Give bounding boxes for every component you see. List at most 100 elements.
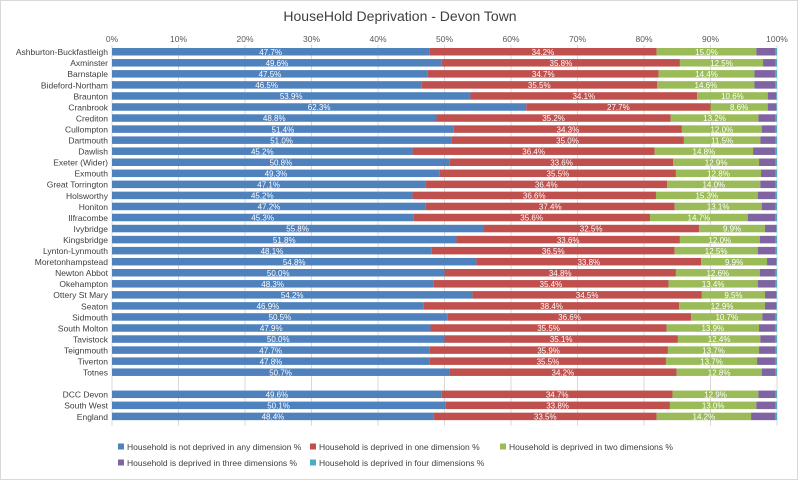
data-label: 12.4% (708, 335, 731, 344)
data-label: 49.6% (266, 59, 289, 68)
category-label: Tavistock (73, 334, 109, 344)
bar-segment (775, 235, 777, 244)
bar-row: 45.2% 36.6% 15.3% (112, 192, 777, 201)
bar-segment (767, 92, 777, 100)
bar-segment (776, 257, 777, 266)
category-label: Axminster (70, 58, 108, 68)
bar-segment (776, 302, 777, 310)
bar-row: 47.9% 35.5% 13.9% (112, 324, 777, 333)
data-label: 48.3% (261, 280, 284, 289)
bar-segment (444, 269, 676, 277)
x-tick-label: 70% (569, 34, 586, 44)
bar-segment (449, 158, 674, 166)
bar-segment (112, 401, 446, 410)
bar-segment (679, 235, 760, 244)
bar-segment (483, 224, 700, 233)
category-label: Ottery St Mary (53, 290, 109, 300)
data-label: 51.0% (270, 136, 293, 145)
data-label: 12.6% (706, 269, 729, 278)
bar-segment (657, 81, 755, 89)
bar-row: 46.5% 35.5% 14.6% (112, 81, 777, 90)
bar-segment (112, 368, 450, 376)
category-label: Braunton (74, 91, 109, 101)
bar-segment (112, 235, 457, 244)
legend-label: Household is deprived in two dimensions … (509, 442, 673, 452)
bar-segment (701, 291, 766, 299)
data-label: 36.4% (535, 181, 558, 190)
bar-segment (751, 412, 776, 421)
bar-segment (775, 412, 777, 421)
bar-segment (667, 180, 761, 189)
bar-segment (776, 103, 777, 111)
bar-segment (775, 368, 777, 376)
bar-row: 47.7% 34.2% 15.0% (112, 48, 777, 57)
data-label: 49.6% (266, 390, 289, 399)
category-label: Exeter (Wider) (53, 158, 108, 168)
bar-segment (656, 412, 752, 421)
bar-segment (413, 213, 650, 222)
bar-segment (757, 280, 776, 288)
bar-segment (453, 125, 682, 133)
data-label: 54.8% (283, 258, 306, 267)
bar-segment (747, 213, 776, 222)
category-label: Great Torrington (47, 180, 109, 190)
bar-segment (775, 191, 777, 200)
legend-swatch (310, 459, 316, 466)
data-label: 34.8% (549, 269, 572, 278)
bar-segment (655, 191, 758, 200)
bar-segment (775, 324, 777, 332)
bar-segment (673, 158, 760, 166)
bar-segment (668, 280, 758, 288)
bar-segment (776, 291, 777, 299)
bar-segment (112, 257, 477, 266)
data-label: 14.0% (702, 181, 725, 190)
bar-segment (754, 81, 776, 89)
data-label: 35.5% (537, 357, 560, 366)
bar-segment (112, 357, 430, 365)
data-label: 34.3% (557, 125, 580, 134)
x-tick-label: 10% (170, 34, 187, 44)
bar-segment (112, 346, 430, 354)
bar-segment (775, 81, 777, 89)
bar-row: 48.1% 36.5% 12.5% (112, 247, 777, 256)
bar-segment (775, 335, 777, 343)
data-label: 47.2% (258, 203, 281, 212)
bar-segment (441, 390, 673, 399)
category-label: Teignmouth (64, 345, 108, 355)
data-label: 15.0% (695, 48, 718, 57)
bar-segment (674, 246, 758, 255)
bar-segment (112, 202, 426, 211)
bar-segment (112, 59, 442, 67)
data-label: 14.2% (693, 413, 716, 422)
data-label: 13.0% (702, 402, 725, 411)
bar-segment (665, 357, 758, 365)
data-label: 12.9% (704, 390, 727, 399)
category-label: Dartmouth (68, 136, 108, 146)
bar-segment (699, 224, 766, 233)
data-label: 8.6% (730, 103, 748, 112)
bar-row: 48.8% 35.2% 13.2% (112, 114, 777, 123)
data-label: 48.4% (262, 413, 285, 422)
bar-segment (756, 401, 776, 410)
data-label: 14.6% (695, 81, 718, 90)
bar-row: 54.8% 33.8% 9.9% (112, 258, 777, 267)
bar-segment (761, 125, 776, 133)
bar-segment (112, 313, 448, 321)
legend-item: Household is deprived in four dimensions… (310, 458, 485, 468)
bar-segment (759, 158, 776, 166)
category-label: Kingsbridge (63, 235, 108, 245)
bar-segment (760, 180, 776, 189)
bar-row: 54.2% 34.5% 9.5% (112, 291, 777, 300)
data-label: 46.9% (257, 302, 280, 311)
bar-segment (679, 59, 764, 67)
bar-row: 51.8% 33.6% 12.0% (112, 236, 777, 245)
bar-segment (112, 169, 440, 178)
x-tick-label: 50% (436, 34, 453, 44)
bar-segment (775, 280, 777, 288)
category-label: DCC Devon (63, 390, 109, 400)
data-label: 12.0% (710, 125, 733, 134)
legend-item: Household is not deprived in any dimensi… (118, 442, 302, 452)
bar-segment (412, 147, 655, 155)
bar-segment (767, 257, 777, 266)
bar-segment (760, 136, 776, 144)
